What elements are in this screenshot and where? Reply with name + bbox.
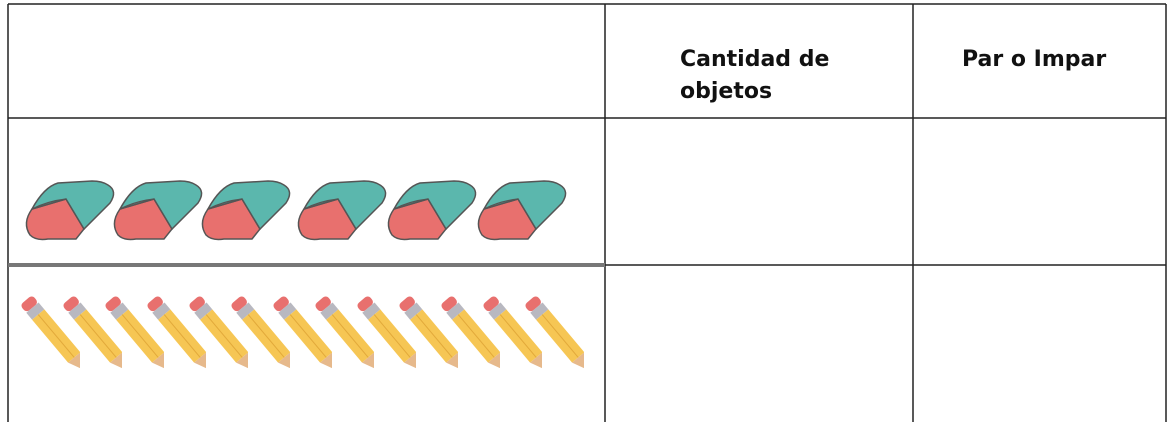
header-cell: Cantidad de objetos [680,47,830,104]
cell-borders [7,3,1167,422]
pencil-row [20,296,584,377]
eraser-icon [477,180,567,241]
eraser-icon [297,180,387,241]
eraser-icon [113,180,203,241]
eraser-row [25,180,567,241]
header-cell: Par o Impar [962,47,1107,72]
eraser-icon [201,180,291,241]
eraser-icon [387,180,477,241]
eraser-icon [25,180,115,241]
